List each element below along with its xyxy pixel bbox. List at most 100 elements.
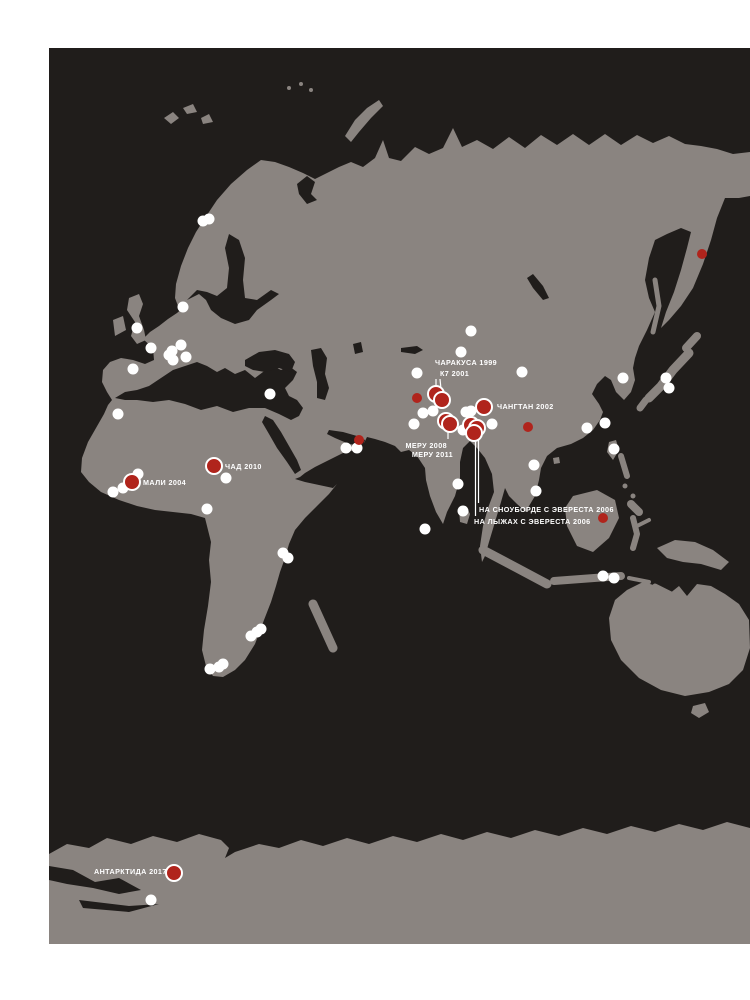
novaya-zemlya-land — [345, 100, 383, 142]
white-location-dot — [112, 408, 124, 420]
expedition-marker-chad — [205, 457, 223, 475]
caspian-sea — [311, 348, 329, 400]
white-location-dot — [264, 388, 276, 400]
borneo-land — [565, 490, 619, 552]
expedition-marker-meru-b — [441, 415, 459, 433]
expedition-label-meru-2011: МЕРУ 2011 — [412, 450, 453, 459]
ireland-land — [113, 316, 126, 336]
philippines-mindanao-land — [627, 500, 643, 516]
white-location-dot — [599, 417, 611, 429]
red-location-dot — [412, 393, 422, 403]
landmass-layer — [49, 82, 750, 944]
white-location-dot — [201, 503, 213, 515]
expedition-label-antarctica: АНТАРКТИДА 2017 — [94, 867, 167, 876]
expedition-label-snowboard-everest: НА СНОУБОРДЕ С ЭВЕРЕСТА 2006 — [479, 505, 614, 514]
white-location-dot — [204, 663, 216, 675]
new-guinea-land — [657, 540, 729, 570]
sea-layer — [49, 176, 549, 912]
expedition-label-meru-2008: МЕРУ 2008 — [405, 441, 447, 450]
aral-sea — [353, 342, 363, 354]
white-location-dot — [427, 405, 439, 417]
black-sea — [245, 350, 295, 372]
white-location-dot — [597, 570, 609, 582]
white-location-dot — [608, 572, 620, 584]
expedition-label-changtan: ЧАНГТАН 2002 — [497, 402, 554, 411]
white-location-dot — [145, 894, 157, 906]
white-location-dot — [408, 418, 420, 430]
expedition-marker-changtan — [475, 398, 493, 416]
expedition-label-ski-everest: НА ЛЫЖАХ С ЭВЕРЕСТА 2006 — [474, 517, 591, 526]
expedition-label-mali: МАЛИ 2004 — [143, 478, 186, 487]
lake-baikal — [527, 274, 549, 300]
white-location-dot — [608, 443, 620, 455]
white-location-dot — [417, 407, 429, 419]
marker-layer: ЧАРАКУСА 1999 К7 2001 ЧАНГТАН 2002 МЕРУ 200… — [94, 213, 707, 906]
antarctic-inlet — [49, 866, 141, 894]
sulawesi-land — [630, 515, 640, 551]
expedition-label-chad: ЧАД 2010 — [225, 462, 262, 471]
sumatra-land — [478, 545, 552, 589]
philippine-island — [630, 493, 636, 499]
white-location-dot — [340, 442, 352, 454]
white-location-dot — [351, 442, 363, 454]
sakhalin-land — [650, 277, 662, 335]
expedition-marker-antarctica — [165, 864, 183, 882]
lesser-sunda-land — [627, 576, 651, 584]
japan-hokkaido-land — [682, 332, 701, 352]
world-map-frame: ЧАРАКУСА 1999 К7 2001 ЧАНГТАН 2002 МЕРУ 200… — [49, 48, 750, 944]
australia-land — [609, 582, 750, 696]
world-map: ЧАРАКУСА 1999 К7 2001 ЧАНГТАН 2002 МЕРУ 200… — [49, 82, 750, 944]
svalbard-land — [164, 104, 213, 124]
expedition-marker-mali — [123, 473, 141, 491]
white-location-dot — [465, 325, 477, 337]
tasmania-land — [691, 703, 709, 718]
white-location-dot — [465, 405, 477, 417]
white-location-dot — [145, 342, 157, 354]
white-location-dot — [530, 485, 542, 497]
white-location-dot — [452, 478, 464, 490]
white-location-dot — [127, 363, 139, 375]
white-location-dot — [486, 418, 498, 430]
red-location-dot — [523, 422, 533, 432]
arctic-island — [299, 82, 303, 86]
sulawesi-arm-land — [635, 518, 651, 528]
white-sea — [297, 176, 317, 204]
white-location-dot — [660, 372, 672, 384]
red-sea — [262, 416, 301, 474]
red-location-dot — [598, 513, 608, 523]
lake-balkhash — [401, 346, 423, 354]
white-location-dot — [203, 213, 215, 225]
mediterranean-sea — [115, 362, 303, 420]
white-location-dot — [107, 486, 119, 498]
white-location-dot — [617, 372, 629, 384]
britain-land — [127, 294, 146, 344]
white-location-dot — [220, 472, 232, 484]
expedition-marker-everest-c — [465, 424, 483, 442]
white-location-dot — [217, 658, 229, 670]
antarctic-inlet — [79, 900, 159, 912]
white-location-dot — [167, 354, 179, 366]
white-location-dot — [419, 523, 431, 535]
white-location-dot — [282, 552, 294, 564]
red-location-dot — [354, 435, 364, 445]
white-location-dot — [131, 322, 143, 334]
expedition-label-charakusa: ЧАРАКУСА 1999 — [435, 358, 497, 367]
white-location-dot — [455, 346, 467, 358]
white-location-dot — [663, 382, 675, 394]
arctic-island — [309, 88, 313, 92]
white-location-dot — [177, 301, 189, 313]
antarctica-land — [49, 822, 750, 944]
white-location-dot — [175, 339, 187, 351]
hainan-land — [553, 457, 560, 464]
white-location-dot — [516, 366, 528, 378]
white-location-dot — [180, 351, 192, 363]
white-location-dot — [457, 505, 469, 517]
philippines-luzon-land — [618, 453, 630, 479]
white-location-dot — [581, 422, 593, 434]
arctic-island — [287, 86, 291, 90]
madagascar-land — [308, 599, 338, 653]
philippine-island — [622, 483, 628, 489]
white-location-dot — [411, 367, 423, 379]
expedition-label-k7: К7 2001 — [440, 369, 469, 378]
